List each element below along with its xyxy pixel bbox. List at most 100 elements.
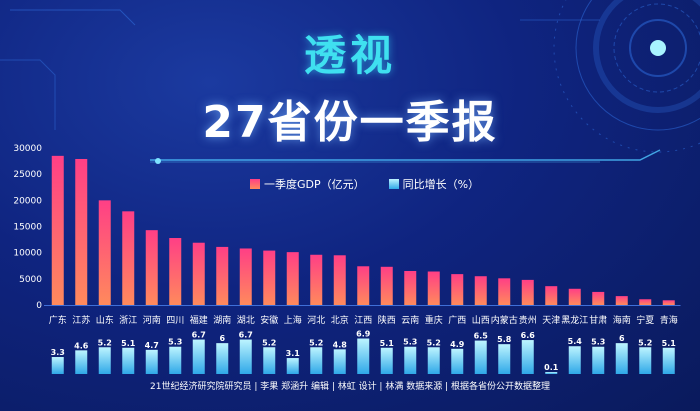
growth-bar bbox=[521, 340, 534, 374]
growth-value-label: 5.2 bbox=[98, 338, 112, 347]
growth-value-label: 4.9 bbox=[450, 340, 465, 349]
footer-credits: 21世纪经济研究院研究员 | 李果 郑涵升 编辑 | 林虹 设计 | 林满 数据… bbox=[150, 382, 550, 392]
category-label: 湖南 bbox=[213, 314, 231, 326]
category-label: 甘肃 bbox=[589, 314, 607, 326]
gdp-bar bbox=[357, 266, 370, 305]
gdp-bar bbox=[568, 288, 581, 305]
growth-value-label: 5.8 bbox=[497, 335, 512, 344]
gdp-bar bbox=[404, 270, 417, 305]
growth-value-label: 5.2 bbox=[427, 338, 441, 347]
growth-bar bbox=[568, 346, 581, 374]
category-label: 宁夏 bbox=[636, 314, 654, 326]
gdp-bar bbox=[192, 242, 205, 305]
y-tick-label: 10000 bbox=[13, 249, 42, 259]
growth-value-label: 5.2 bbox=[309, 338, 323, 347]
category-label: 山西 bbox=[472, 315, 490, 326]
gdp-bar bbox=[474, 276, 487, 305]
growth-bar bbox=[380, 347, 393, 374]
y-tick-label: 15000 bbox=[13, 223, 42, 233]
growth-bar bbox=[592, 346, 605, 374]
legend-label-growth: 同比增长（%） bbox=[402, 178, 480, 191]
legend-swatch-growth bbox=[388, 179, 399, 189]
growth-bar bbox=[169, 346, 182, 374]
growth-value-label: 5.1 bbox=[121, 339, 136, 348]
y-tick-label: 0 bbox=[36, 301, 42, 311]
category-label: 广西 bbox=[448, 314, 466, 326]
gdp-bar bbox=[498, 278, 511, 305]
growth-value-label: 5.2 bbox=[638, 338, 652, 347]
growth-bar bbox=[451, 348, 464, 374]
legend-swatch-gdp bbox=[250, 179, 260, 189]
gdp-bar bbox=[98, 200, 111, 305]
gdp-bar bbox=[662, 300, 675, 305]
gdp-bar bbox=[286, 252, 299, 305]
growth-bar bbox=[75, 350, 88, 374]
title-line-1: 透视 bbox=[303, 31, 396, 80]
growth-bar bbox=[145, 349, 158, 374]
growth-value-label: 4.6 bbox=[74, 341, 89, 350]
growth-value-label: 4.7 bbox=[145, 341, 159, 350]
growth-value-label: 5.3 bbox=[168, 338, 182, 347]
growth-value-label: 5.1 bbox=[380, 339, 395, 348]
growth-bar bbox=[545, 372, 558, 374]
growth-bar bbox=[498, 344, 511, 374]
legend-item-gdp: 一季度GDP（亿元） bbox=[250, 176, 365, 192]
gdp-bar bbox=[380, 266, 393, 305]
growth-value-label: 5.2 bbox=[262, 338, 276, 347]
growth-bar bbox=[51, 357, 64, 374]
category-label: 天津 bbox=[542, 315, 560, 326]
category-label: 福建 bbox=[190, 314, 208, 326]
category-label: 黑龙江 bbox=[561, 314, 588, 326]
growth-value-label: 5.3 bbox=[591, 338, 605, 347]
y-tick-label: 30000 bbox=[13, 144, 42, 154]
gdp-bar bbox=[239, 248, 252, 305]
growth-bar bbox=[192, 339, 205, 374]
y-tick-label: 25000 bbox=[13, 170, 42, 180]
gdp-bar bbox=[451, 274, 464, 305]
growth-bar bbox=[122, 347, 135, 374]
category-label: 内蒙古 bbox=[491, 314, 518, 326]
chart-legend: 一季度GDP（亿元） 同比增长（%） bbox=[250, 176, 479, 192]
growth-bar bbox=[615, 343, 628, 374]
growth-bar bbox=[474, 340, 487, 374]
growth-bar bbox=[310, 347, 323, 374]
gdp-bar bbox=[145, 230, 158, 305]
category-label: 陕西 bbox=[378, 314, 396, 326]
growth-bar bbox=[98, 347, 111, 374]
growth-value-label: 5.3 bbox=[403, 338, 417, 347]
growth-bar bbox=[404, 346, 417, 374]
gdp-bar bbox=[122, 211, 135, 305]
growth-value-label: 0.1 bbox=[544, 363, 559, 372]
gdp-bar bbox=[545, 286, 558, 305]
gdp-bar bbox=[169, 238, 182, 305]
growth-bar bbox=[357, 338, 370, 374]
category-label: 江苏 bbox=[72, 314, 90, 326]
category-label: 上海 bbox=[284, 314, 302, 326]
gdp-bar bbox=[521, 279, 534, 305]
growth-value-label: 3.3 bbox=[51, 348, 65, 357]
growth-value-label: 6.9 bbox=[356, 330, 371, 339]
growth-bar bbox=[263, 347, 276, 374]
growth-value-label: 6 bbox=[219, 334, 225, 343]
growth-value-label: 4.8 bbox=[333, 340, 348, 349]
gdp-bar bbox=[615, 296, 628, 305]
glow-dot-icon bbox=[650, 40, 666, 56]
legend-label-gdp: 一季度GDP（亿元） bbox=[264, 178, 365, 191]
growth-bar bbox=[639, 347, 652, 374]
category-label: 四川 bbox=[166, 316, 184, 326]
gdp-bar bbox=[310, 254, 323, 305]
growth-value-label: 5.4 bbox=[568, 337, 583, 346]
y-tick-label: 5000 bbox=[19, 275, 42, 285]
growth-bar bbox=[333, 349, 346, 374]
growth-value-label: 3.1 bbox=[286, 349, 301, 358]
gdp-bar bbox=[263, 250, 276, 305]
growth-bar bbox=[427, 347, 440, 374]
growth-bar bbox=[662, 347, 675, 374]
category-label: 江西 bbox=[354, 315, 372, 326]
category-label: 重庆 bbox=[425, 314, 443, 326]
growth-value-label: 6.5 bbox=[474, 332, 489, 341]
growth-value-label: 6.7 bbox=[239, 331, 253, 340]
growth-value-label: 6 bbox=[619, 334, 625, 343]
